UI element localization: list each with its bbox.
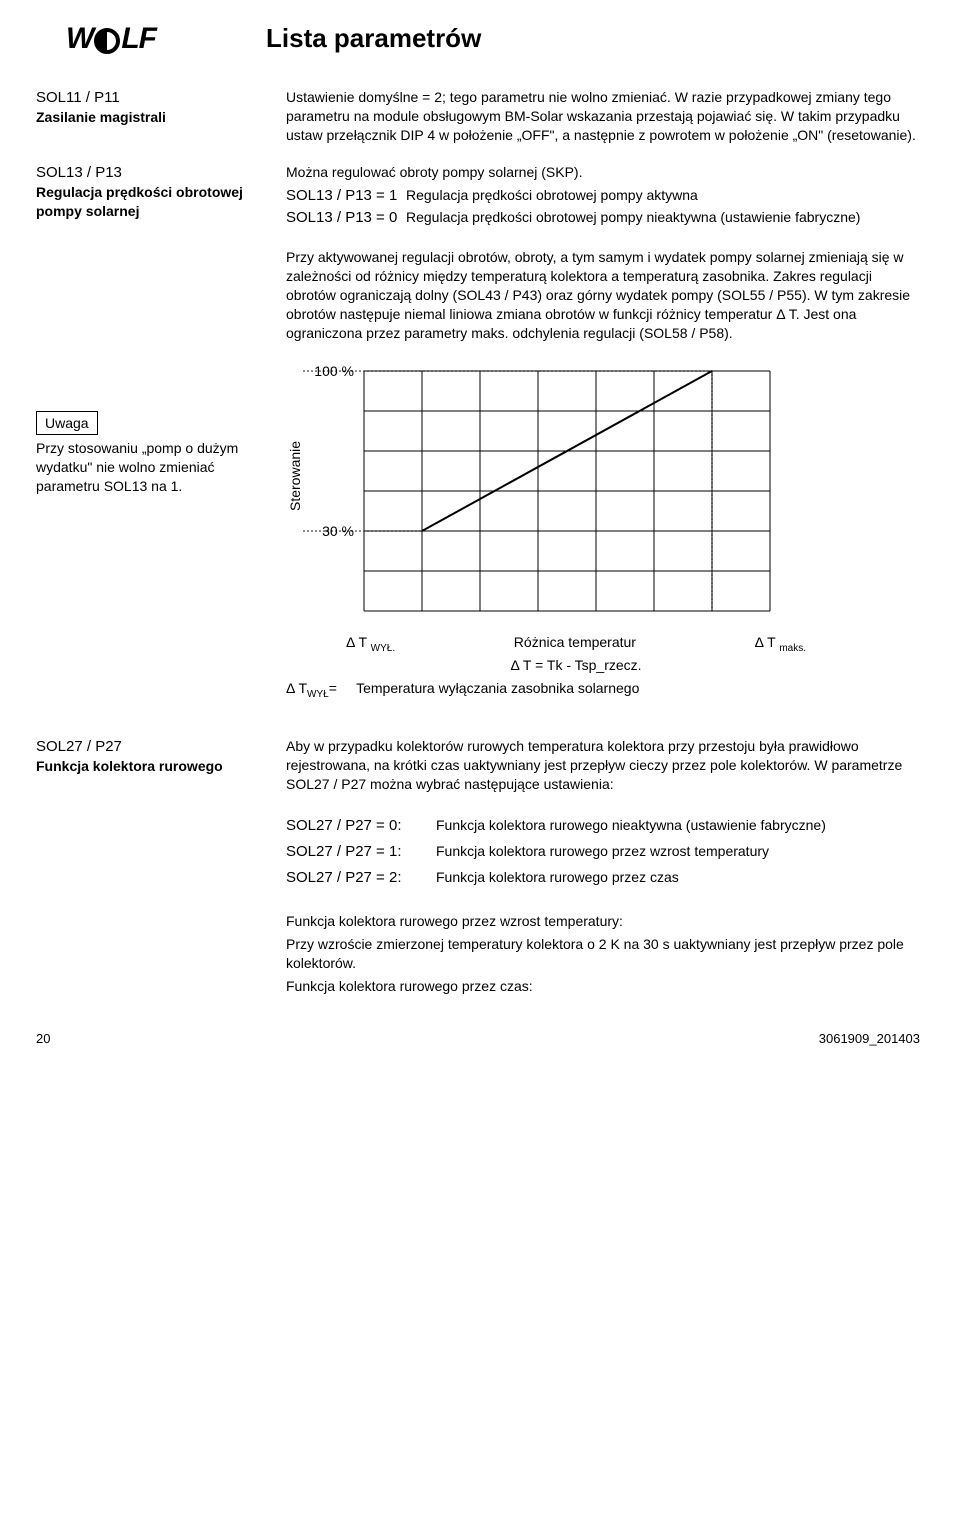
sol27-row-1-val: Funkcja kolektora rurowego przez wzrost … [436, 842, 920, 862]
x-left: Δ T WYŁ. [346, 633, 395, 655]
sol27-row-0-key: SOL27 / P27 = 0: [286, 816, 436, 836]
x-right: Δ T maks. [755, 633, 806, 655]
logo-text-w: W [66, 19, 93, 60]
page-footer: 20 3061909_201403 [36, 1030, 920, 1048]
x-mid2: Δ T = Tk - Tsp_rzecz. [346, 656, 806, 675]
sol27-para2c: Funkcja kolektora rurowego przez czas: [286, 977, 920, 996]
sol27-para2a: Funkcja kolektora rurowego przez wzrost … [286, 912, 920, 931]
sol13-row-1-val: Regulacja prędkości obrotowej pompy niea… [406, 208, 920, 228]
logo-text-lf: LF [121, 19, 156, 60]
section-sol11: SOL11 / P11 Zasilanie magistrali Ustawie… [36, 88, 920, 149]
svg-text:Sterowanie: Sterowanie [287, 440, 303, 510]
x-mid: Różnica temperatur [514, 633, 636, 655]
sol13-para2: Przy aktywowanej regulacji obrotów, obro… [286, 248, 920, 342]
sol11-code: SOL11 / P11 [36, 88, 256, 108]
footnote-left: Δ TWYŁ= [286, 680, 337, 696]
sol13-row-1-key: SOL13 / P13 = 0 [286, 208, 406, 228]
sol13-row-0-val: Regulacja prędkości obrotowej pompy akty… [406, 186, 920, 206]
sol27-row-0: SOL27 / P27 = 0: Funkcja kolektora rurow… [286, 816, 920, 836]
sol27-row-2-val: Funkcja kolektora rurowego przez czas [436, 868, 920, 888]
section-sol13: SOL13 / P13 Regulacja prędkości obrotowe… [36, 163, 920, 347]
sol13-intro: Można regulować obroty pompy solarnej (S… [286, 163, 920, 182]
logo-circle-icon [94, 28, 120, 54]
footer-page: 20 [36, 1030, 50, 1048]
uwaga-label: Uwaga [36, 411, 98, 436]
chart-section: Uwaga Przy stosowaniu „pomp o dużym wyda… [36, 361, 920, 626]
footer-doc: 3061909_201403 [819, 1030, 920, 1048]
sol27-row-0-val: Funkcja kolektora rurowego nieaktywna (u… [436, 816, 920, 836]
sol13-code: SOL13 / P13 [36, 163, 256, 183]
sol27-row-1: SOL27 / P27 = 1: Funkcja kolektora rurow… [286, 842, 920, 862]
sol11-title: Zasilanie magistrali [36, 108, 256, 127]
uwaga-text: Przy stosowaniu „pomp o dużym wydatku" n… [36, 439, 256, 496]
sol27-code: SOL27 / P27 [36, 737, 256, 757]
sol27-row-2-key: SOL27 / P27 = 2: [286, 868, 436, 888]
svg-text:30 %: 30 % [322, 523, 354, 539]
chart-svg: 100 %30 %Sterowanie [286, 361, 780, 626]
chart-container: 100 %30 %Sterowanie [286, 361, 780, 626]
sol13-row-1: SOL13 / P13 = 0 Regulacja prędkości obro… [286, 208, 920, 228]
page-header: W LF Lista parametrów [36, 18, 920, 60]
sol27-row-1-key: SOL27 / P27 = 1: [286, 842, 436, 862]
sol27-title: Funkcja kolektora rurowego [36, 757, 256, 776]
sol13-title: Regulacja prędkości obrotowej pompy sola… [36, 183, 256, 221]
sol27-para2b: Przy wzroście zmierzonej temperatury kol… [286, 935, 920, 973]
chart-x-caption: Δ T WYŁ. Różnica temperatur Δ T maks. Δ … [286, 633, 920, 700]
sol13-row-0: SOL13 / P13 = 1 Regulacja prędkości obro… [286, 186, 920, 206]
sol11-body: Ustawienie domyślne = 2; tego parametru … [286, 88, 920, 145]
footnote-right: Temperatura wyłączania zasobnika solarne… [356, 680, 639, 696]
sol13-row-0-key: SOL13 / P13 = 1 [286, 186, 406, 206]
page-title: Lista parametrów [266, 21, 481, 56]
sol27-para1: Aby w przypadku kolektorów rurowych temp… [286, 737, 920, 794]
sol27-row-2: SOL27 / P27 = 2: Funkcja kolektora rurow… [286, 868, 920, 888]
section-sol27: SOL27 / P27 Funkcja kolektora rurowego A… [36, 737, 920, 1000]
wolf-logo: W LF [36, 18, 186, 60]
